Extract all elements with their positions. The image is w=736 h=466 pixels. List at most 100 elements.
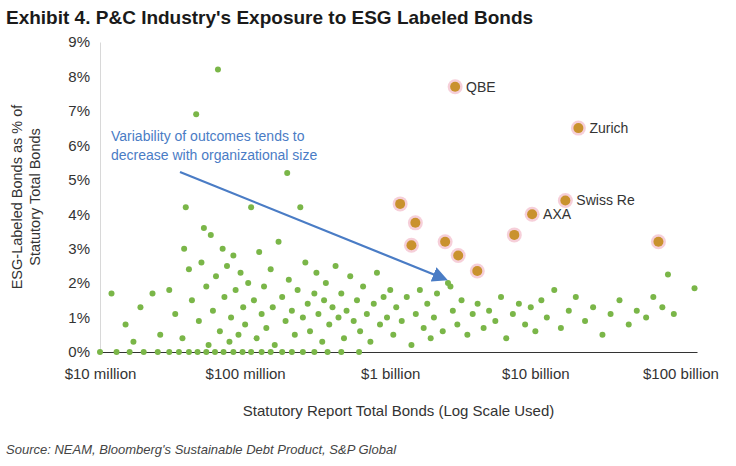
- point: [399, 318, 405, 324]
- point: [659, 304, 665, 310]
- point: [590, 304, 596, 310]
- point: [195, 349, 201, 355]
- point: [470, 311, 476, 317]
- point-label: Zurich: [589, 120, 628, 136]
- point: [230, 349, 236, 355]
- point-halo: [571, 121, 586, 136]
- point: [371, 301, 377, 307]
- point: [347, 273, 353, 279]
- point: [97, 349, 103, 355]
- point-halo: [651, 234, 666, 249]
- point: [393, 304, 399, 310]
- point: [300, 349, 306, 355]
- point: [447, 284, 453, 290]
- point: [196, 318, 202, 324]
- point: [215, 67, 221, 73]
- y-axis-title: Statutory Total Bonds: [27, 128, 43, 266]
- point: [319, 339, 325, 345]
- point: [408, 342, 414, 348]
- point: [295, 287, 301, 293]
- point: [166, 349, 172, 355]
- point-halo: [393, 196, 408, 211]
- point: [238, 270, 244, 276]
- point: [421, 325, 427, 331]
- y-tick-label: 0%: [68, 343, 90, 360]
- point: [224, 263, 230, 269]
- point: [492, 318, 498, 324]
- y-tick-label: 3%: [68, 240, 90, 257]
- point: [323, 280, 329, 286]
- y-tick-label: 9%: [68, 33, 90, 50]
- y-tick-label: 8%: [68, 68, 90, 85]
- y-tick: 0%: [68, 343, 100, 360]
- point: [395, 199, 405, 209]
- point: [390, 332, 396, 338]
- point-label: Swiss Re: [576, 192, 635, 208]
- point: [276, 239, 282, 245]
- point: [315, 311, 321, 317]
- annotation: Variability of outcomes tends to: [111, 128, 305, 144]
- point: [268, 349, 274, 355]
- point: [434, 290, 440, 296]
- point: [413, 311, 419, 317]
- point: [272, 342, 278, 348]
- point: [220, 246, 226, 252]
- point-halo: [507, 227, 522, 242]
- point: [176, 349, 182, 355]
- y-tick-label: 6%: [68, 137, 90, 154]
- point: [263, 325, 269, 331]
- point: [374, 270, 380, 276]
- point: [431, 315, 437, 321]
- point: [560, 195, 570, 205]
- point: [381, 294, 387, 300]
- y-tick-label: 4%: [68, 206, 90, 223]
- point: [183, 204, 189, 210]
- point: [510, 311, 516, 317]
- point: [522, 321, 528, 327]
- point: [212, 349, 218, 355]
- point: [573, 294, 579, 300]
- point: [206, 342, 212, 348]
- series: [97, 67, 698, 355]
- point: [186, 349, 192, 355]
- x-tick: $10 billion: [502, 352, 570, 382]
- point: [203, 349, 209, 355]
- point: [516, 301, 522, 307]
- x-tick-label: $1 billion: [361, 365, 420, 382]
- point: [634, 308, 640, 314]
- y-tick: 1%: [68, 309, 100, 326]
- point-halo: [448, 79, 463, 94]
- y-tick: 2%: [68, 274, 100, 291]
- point: [242, 321, 248, 327]
- point-halo: [451, 248, 466, 263]
- point: [189, 297, 195, 303]
- point: [292, 332, 298, 338]
- y-tick: 3%: [68, 240, 100, 257]
- point: [259, 311, 265, 317]
- point: [311, 349, 317, 355]
- point: [367, 339, 373, 345]
- point: [475, 301, 481, 307]
- y-tick-label: 7%: [68, 102, 90, 119]
- point: [428, 335, 434, 341]
- point: [233, 287, 239, 293]
- point: [417, 287, 423, 293]
- point: [509, 230, 519, 240]
- point: [450, 82, 460, 92]
- point: [172, 311, 178, 317]
- y-tick: 7%: [68, 102, 100, 119]
- x-tick: $1 billion: [361, 352, 420, 382]
- point-halo: [408, 215, 423, 230]
- point: [268, 266, 274, 272]
- point: [410, 218, 420, 228]
- x-tick-label: $10 billion: [502, 365, 570, 382]
- point-labels: QBEZurichSwiss ReAXA: [466, 79, 635, 222]
- point: [300, 315, 306, 321]
- point: [351, 318, 357, 324]
- point: [364, 311, 370, 317]
- point: [210, 308, 216, 314]
- point: [344, 308, 350, 314]
- point: [326, 321, 332, 327]
- point: [201, 225, 207, 231]
- point: [464, 332, 470, 338]
